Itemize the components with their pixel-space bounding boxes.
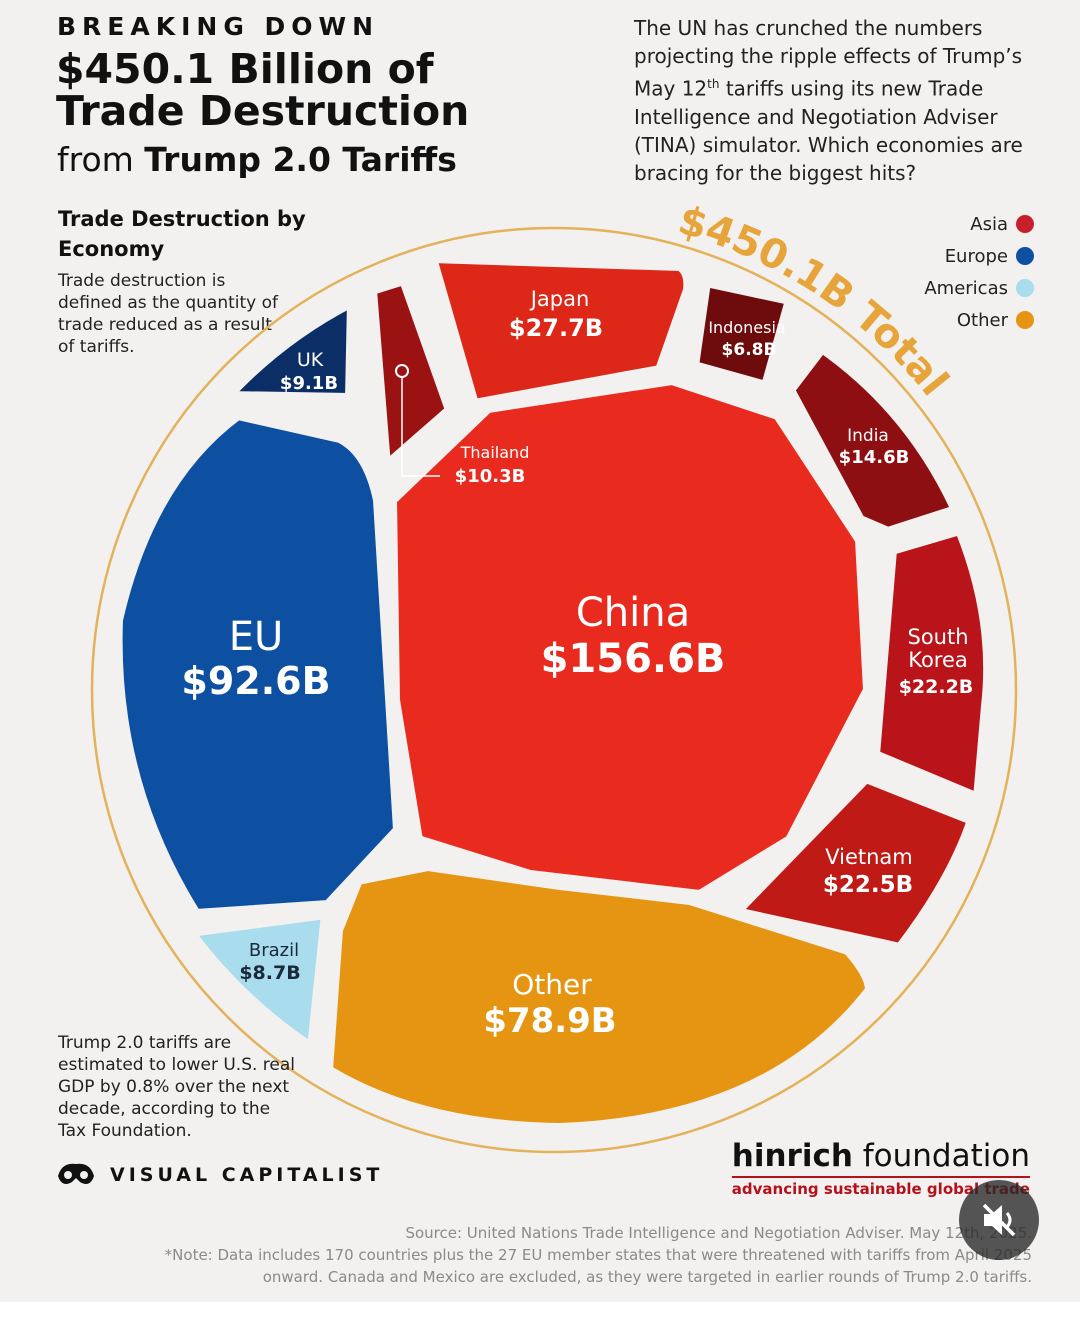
partner-tagline: advancing sustainable global trade [731,1176,1030,1198]
partner-logo: hinrich foundation advancing sustainable… [731,1138,1030,1198]
subtitle-bold: Trump 2.0 Tariffs [144,140,457,179]
cell-eu [112,410,403,919]
cell-brazil [185,909,331,1053]
label-vietnam: Vietnam $22.5B [823,845,913,898]
label-eu: EU $92.6B [181,614,330,703]
label-thailand: Thailand $10.3B [455,443,530,487]
legend-label: Asia [970,213,1008,235]
cell-china [387,375,873,900]
intro-sup: th [707,77,720,91]
legend-label: Other [956,309,1008,331]
page-title: $450.1 Billion of Trade Destruction [56,48,616,132]
label-south-korea-value: $22.2B [899,676,974,698]
label-other: Other $78.9B [483,968,616,1041]
cell-other [323,861,875,1133]
label-other-name: Other [512,968,592,1001]
brand-name: VISUAL CAPITALIST [110,1164,384,1186]
label-brazil-name: Brazil [249,940,299,961]
label-vietnam-name: Vietnam [825,845,913,869]
title-line-1: $450.1 Billion of [56,45,434,93]
label-uk-value: $9.1B [280,373,338,394]
intro-paragraph: The UN has crunched the numbers projecti… [634,14,1054,187]
partner-name-rest: foundation [852,1138,1030,1174]
label-indonesia-value: $6.8B [722,340,777,360]
section-title: Trade Destruction by Economy [58,207,306,261]
label-china-name: China [576,590,690,636]
legend-label: Europe [944,245,1008,267]
cell-thailand [367,275,455,471]
legend-item-europe: Europe [924,240,1034,272]
legend-swatch [1016,311,1034,329]
label-brazil: Brazil $8.7B [239,940,300,984]
label-thailand-name: Thailand [460,443,530,462]
label-japan: Japan $27.7B [509,287,603,342]
legend-swatch [1016,247,1034,265]
legend: Asia Europe Americas Other [924,208,1034,336]
label-indonesia-name: Indonesia [708,318,785,337]
label-china-value: $156.6B [541,636,726,682]
intro-text-b: tariffs using its new Trade Intelligence… [634,76,1023,185]
legend-item-other: Other [924,304,1034,336]
subtitle: from Trump 2.0 Tariffs [57,140,457,179]
gdp-footnote: Trump 2.0 tariffs are estimated to lower… [58,1033,296,1141]
title-line-2: Trade Destruction [56,87,470,135]
label-uk-name: UK [297,349,324,371]
cell-uk [223,297,357,403]
cell-japan [427,253,694,409]
label-south-korea-name-2: Korea [908,648,968,672]
intro-text-a: The UN has crunched the numbers projecti… [634,16,1023,101]
subtitle-prefix: from [57,140,134,179]
label-india: India $14.6B [839,426,910,468]
label-china: China $156.6B [541,590,726,682]
label-brazil-value: $8.7B [239,962,300,984]
mute-button[interactable] [959,1180,1039,1260]
label-vietnam-value: $22.5B [823,872,913,898]
visual-capitalist-icon [58,1163,94,1184]
label-other-value: $78.9B [483,1001,616,1041]
source-note: Source: United Nations Trade Intelligenc… [132,1222,1032,1288]
source-line: Source: United Nations Trade Intelligenc… [405,1224,1032,1242]
label-eu-name: EU [229,614,284,660]
legend-swatch [1016,279,1034,297]
data-note: *Note: Data includes 170 countries plus … [164,1246,1032,1286]
legend-swatch [1016,215,1034,233]
cell-india [785,343,961,537]
label-south-korea-name-1: South [907,625,968,649]
legend-item-asia: Asia [924,208,1034,240]
label-indonesia: Indonesia $6.8B [708,318,785,360]
label-eu-value: $92.6B [181,659,330,703]
cell-vietnam [731,773,977,953]
legend-label: Americas [924,277,1008,299]
cell-south-korea [870,525,994,803]
thailand-leader-line [401,377,440,477]
label-thailand-value: $10.3B [455,466,526,487]
partner-name: hinrich foundation [732,1138,1030,1174]
kicker: BREAKING DOWN [57,12,380,41]
legend-item-americas: Americas [924,272,1034,304]
label-india-name: India [847,426,889,446]
muted-speaker-icon [982,1203,1016,1237]
label-uk: UK $9.1B [280,349,338,394]
label-india-value: $14.6B [839,447,910,468]
outer-ring [90,226,1018,1154]
label-japan-value: $27.7B [509,314,603,342]
label-japan-name: Japan [529,287,590,311]
cell-indonesia [689,277,795,391]
partner-name-bold: hinrich [731,1138,853,1174]
brand-logo: VISUAL CAPITALIST [56,1160,383,1190]
definition-note: Trade destruction is defined as the quan… [58,271,279,357]
label-south-korea: South Korea $22.2B [899,625,974,698]
